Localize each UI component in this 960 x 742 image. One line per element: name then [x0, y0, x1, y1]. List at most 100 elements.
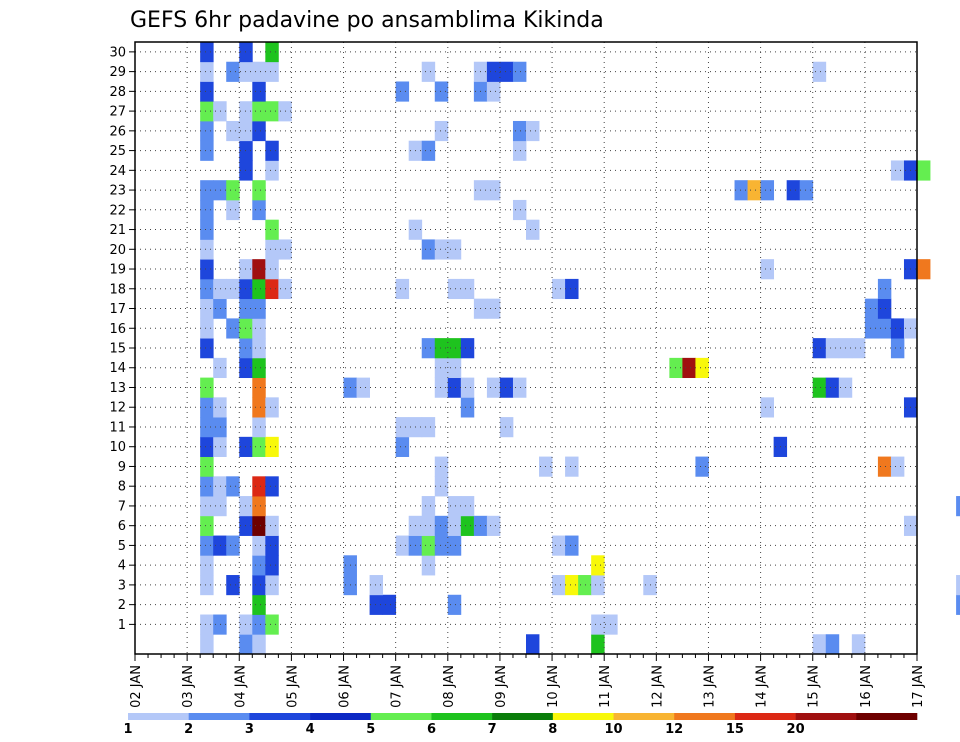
- heatmap-cell: [434, 338, 449, 359]
- y-tick-label: 17: [109, 302, 126, 317]
- colorbar-swatch: [795, 713, 857, 720]
- heatmap-cell: [591, 575, 605, 596]
- heatmap-cell: [877, 318, 892, 339]
- x-tick-label: 10 JAN: [546, 665, 561, 708]
- heatmap-cell: [252, 298, 266, 319]
- heatmap-cell: [265, 61, 279, 82]
- heatmap-cell: [447, 278, 462, 300]
- heatmap-cell: [512, 199, 527, 221]
- colorbar-swatch: [188, 713, 250, 720]
- heatmap-cell: [486, 377, 501, 398]
- heatmap-cell: [460, 397, 475, 418]
- heatmap-cell: [252, 397, 266, 418]
- heatmap-cell: [200, 634, 214, 655]
- heatmap-cell: [591, 634, 605, 655]
- heatmap-cell: [200, 496, 214, 517]
- heatmap-cell: [226, 575, 240, 596]
- heatmap-cell: [434, 515, 449, 536]
- heatmap-cell: [265, 219, 279, 240]
- y-tick-label: 1: [118, 618, 126, 633]
- y-tick-label: 21: [109, 223, 126, 238]
- heatmap-cell: [213, 535, 227, 556]
- heatmap-cell: [552, 278, 566, 300]
- heatmap-cell: [591, 614, 605, 635]
- heatmap-cell: [200, 575, 214, 596]
- heatmap-cell: [200, 219, 214, 240]
- heatmap-cell: [252, 496, 266, 517]
- heatmap-cell: [421, 140, 436, 161]
- colorbar-label: 3: [245, 722, 254, 737]
- heatmap-cell: [565, 535, 579, 556]
- heatmap-cell: [213, 614, 227, 635]
- heatmap-cell: [369, 594, 384, 615]
- heatmap-cell: [565, 575, 579, 596]
- heatmap-cell: [917, 259, 931, 280]
- y-axis: 1234567891011121314151617181920212223242…: [109, 45, 135, 633]
- heatmap-cell: [200, 456, 214, 477]
- heatmap-cell: [252, 259, 266, 280]
- colorbar-swatch: [128, 713, 189, 720]
- x-tick-label: 13 JAN: [703, 665, 718, 708]
- heatmap-cell: [499, 61, 514, 82]
- y-tick-label: 30: [109, 45, 126, 60]
- x-tick-label: 14 JAN: [755, 665, 770, 708]
- colorbar: 1 2 3 4 5 6 7 8 10 12 15 20: [123, 713, 918, 737]
- x-tick-label: 07 JAN: [390, 665, 405, 708]
- heatmap-cell: [486, 61, 501, 82]
- heatmap-cell: [486, 298, 501, 319]
- colorbar-swatch: [370, 713, 432, 720]
- x-tick-label: 08 JAN: [442, 665, 457, 708]
- heatmap-cell: [239, 634, 253, 655]
- heatmap-cell: [447, 377, 462, 398]
- heatmap-cell: [200, 417, 214, 438]
- heatmap-cell: [200, 120, 214, 142]
- heatmap-cell: [252, 377, 266, 398]
- heatmap-cell: [526, 634, 540, 655]
- heatmap-cell: [252, 61, 266, 82]
- x-tick-label: 05 JAN: [285, 665, 300, 708]
- heatmap-cell: [669, 357, 683, 379]
- heatmap-cell: [786, 180, 801, 201]
- x-tick-label: 02 JAN: [129, 665, 144, 708]
- heatmap-cell: [434, 456, 449, 477]
- x-tick-label: 03 JAN: [181, 665, 196, 708]
- heatmap-cell: [747, 180, 761, 201]
- heatmap-cell: [447, 594, 462, 615]
- colorbar-swatch: [734, 713, 796, 720]
- y-tick-label: 28: [109, 85, 126, 100]
- heatmap-cell: [512, 377, 527, 398]
- heatmap-cell: [421, 555, 436, 576]
- heatmap-cell: [421, 417, 436, 438]
- heatmap-cell: [265, 42, 279, 63]
- y-tick-label: 26: [109, 124, 126, 139]
- heatmap-cell: [890, 456, 905, 477]
- y-tick-label: 20: [109, 243, 126, 258]
- y-tick-label: 15: [109, 342, 126, 357]
- heatmap-cell: [552, 535, 566, 556]
- heatmap-cell: [200, 81, 214, 102]
- heatmap-cell: [200, 101, 214, 122]
- heatmap-cell: [252, 120, 266, 142]
- heatmap-cell: [890, 160, 905, 181]
- y-tick-label: 25: [109, 144, 126, 159]
- colorbar-label: 15: [726, 722, 744, 737]
- heatmap-cell: [890, 318, 905, 339]
- colorbar-label: 4: [306, 722, 315, 737]
- heatmap-cell: [421, 239, 436, 260]
- heatmap-cell: [213, 101, 227, 122]
- heatmap-cell: [200, 278, 214, 300]
- heatmap-cell: [226, 476, 240, 497]
- heatmap-cell: [265, 555, 279, 576]
- x-tick-label: 12 JAN: [650, 665, 665, 708]
- x-tick-label: 09 JAN: [494, 665, 509, 708]
- heatmap-cell: [956, 575, 960, 596]
- heatmap-cell: [200, 436, 214, 457]
- heatmap-cell: [447, 515, 462, 536]
- heatmap-cell: [421, 338, 436, 359]
- heatmap-cell: [252, 318, 266, 339]
- heatmap-cell: [252, 199, 266, 221]
- heatmap-cell: [877, 456, 892, 477]
- heatmap-cell: [252, 555, 266, 576]
- heatmap-cell: [252, 594, 266, 615]
